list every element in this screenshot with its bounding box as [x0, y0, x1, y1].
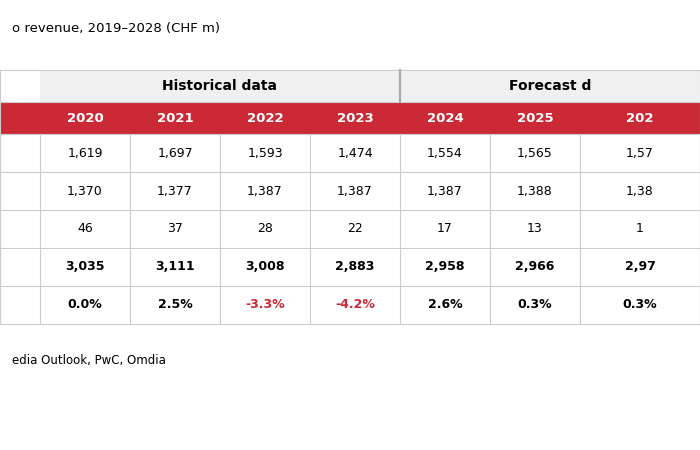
Text: 2020: 2020	[66, 112, 104, 125]
Text: Forecast d: Forecast d	[509, 79, 592, 93]
Text: 1,474: 1,474	[337, 147, 373, 159]
Text: 1,554: 1,554	[427, 147, 463, 159]
Text: 1,38: 1,38	[626, 184, 654, 198]
Text: 0.3%: 0.3%	[518, 298, 552, 311]
Text: 2021: 2021	[157, 112, 193, 125]
Text: 28: 28	[257, 222, 273, 235]
Bar	[0, 102, 700, 134]
Text: 17: 17	[437, 222, 453, 235]
Text: 37: 37	[167, 222, 183, 235]
Text: 3,111: 3,111	[155, 261, 195, 274]
Text: 2,966: 2,966	[515, 261, 554, 274]
Text: 1,377: 1,377	[157, 184, 193, 198]
Text: 3,035: 3,035	[65, 261, 105, 274]
Bar	[0, 172, 700, 210]
Text: 1,697: 1,697	[158, 147, 192, 159]
Text: 22: 22	[347, 222, 363, 235]
Bar	[0, 70, 40, 102]
Bar	[0, 210, 700, 248]
Text: 13: 13	[527, 222, 543, 235]
Text: 2025: 2025	[517, 112, 553, 125]
Text: 1,57: 1,57	[626, 147, 654, 159]
Text: 202: 202	[626, 112, 654, 125]
Bar	[0, 70, 700, 324]
Text: 0.3%: 0.3%	[623, 298, 657, 311]
Text: 1,388: 1,388	[517, 184, 553, 198]
Text: 1: 1	[636, 222, 644, 235]
Bar	[0, 134, 700, 172]
Text: 1,619: 1,619	[67, 147, 103, 159]
Text: 0.0%: 0.0%	[68, 298, 102, 311]
Text: 2,97: 2,97	[624, 261, 655, 274]
Text: 1,370: 1,370	[67, 184, 103, 198]
Text: 2022: 2022	[246, 112, 284, 125]
Text: -4.2%: -4.2%	[335, 298, 375, 311]
Bar	[0, 248, 700, 286]
Text: 2,883: 2,883	[335, 261, 375, 274]
Text: 1,387: 1,387	[337, 184, 373, 198]
Text: 2,958: 2,958	[426, 261, 465, 274]
Text: 46: 46	[77, 222, 93, 235]
Text: 1,387: 1,387	[247, 184, 283, 198]
Text: 3,008: 3,008	[245, 261, 285, 274]
Text: 2024: 2024	[426, 112, 463, 125]
Text: 1,387: 1,387	[427, 184, 463, 198]
Text: Historical data: Historical data	[162, 79, 277, 93]
Text: 2.5%: 2.5%	[158, 298, 192, 311]
Text: o revenue, 2019–2028 (CHF m): o revenue, 2019–2028 (CHF m)	[12, 22, 220, 35]
Text: 2023: 2023	[337, 112, 373, 125]
Bar	[0, 70, 700, 102]
Bar	[0, 286, 700, 324]
Text: 2.6%: 2.6%	[428, 298, 462, 311]
Text: edia Outlook, PwC, Omdia: edia Outlook, PwC, Omdia	[12, 354, 166, 367]
Text: 1,593: 1,593	[247, 147, 283, 159]
Text: -3.3%: -3.3%	[245, 298, 285, 311]
Text: 1,565: 1,565	[517, 147, 553, 159]
